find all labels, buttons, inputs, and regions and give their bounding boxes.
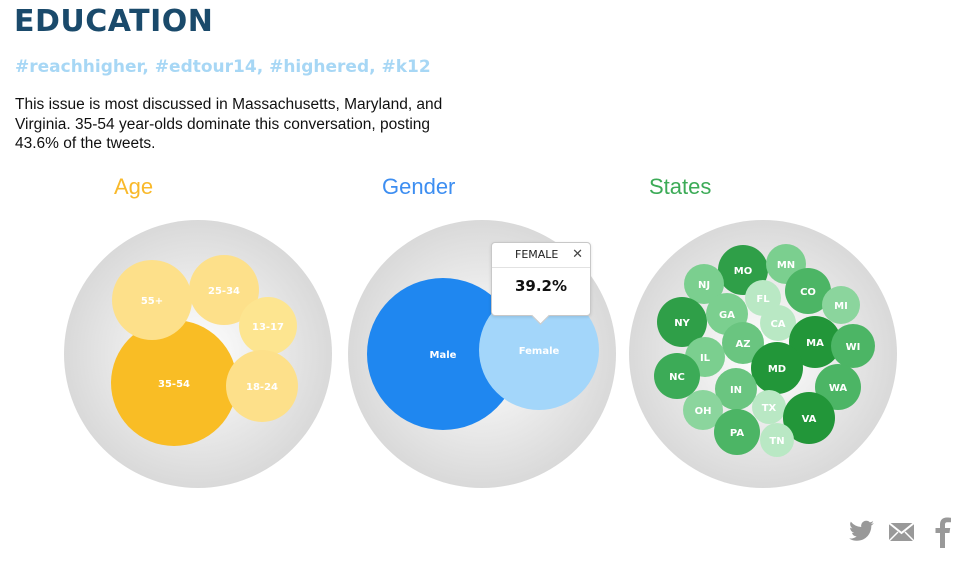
bubble-label: 25-34 (208, 286, 240, 297)
bubble-label: IL (700, 353, 711, 364)
bubble-label: VA (802, 414, 817, 425)
bubble-circle[interactable] (760, 305, 796, 341)
bubble-label: 18-24 (246, 382, 278, 393)
bubble-pa[interactable]: PA (714, 409, 760, 455)
bubble-label: NY (674, 318, 690, 329)
bubble-label: PA (730, 428, 744, 439)
bubble-label: FL (756, 294, 770, 305)
bubble-circle[interactable] (751, 342, 803, 394)
bubble-ca[interactable]: CA (760, 305, 796, 341)
states-title: States (649, 174, 712, 199)
hashtags: #reachhigher, #edtour14, #highered, #k12 (15, 57, 431, 77)
bubble-circle[interactable] (815, 364, 861, 410)
bubble-label: Female (519, 346, 560, 357)
bubble-wi[interactable]: WI (831, 324, 875, 368)
bubble-circle[interactable] (226, 350, 298, 422)
bubble-circle[interactable] (654, 353, 700, 399)
bubble-tx[interactable]: TX (752, 390, 786, 424)
bubble-female[interactable]: Female (479, 290, 599, 410)
bubble-label: TN (769, 436, 784, 447)
bubble-label: 13-17 (252, 322, 284, 333)
bubble-label: IN (730, 385, 742, 396)
states-chart: MO MN NJ FL CO MI NY GA CA AZ MA WI IL MD NC IN WA OH TX VA… (627, 218, 899, 494)
facebook-icon[interactable] (933, 516, 951, 548)
bubble-label: 55+ (141, 296, 163, 307)
bubble-in[interactable]: IN (715, 368, 757, 410)
age-title: Age (114, 174, 154, 199)
bubble-co[interactable]: CO (785, 268, 831, 314)
bubble-label: WI (846, 342, 861, 353)
bubble-circle[interactable] (112, 260, 192, 340)
bubble-circle[interactable] (189, 255, 259, 325)
bubble-18-24[interactable]: 18-24 (226, 350, 298, 422)
bubble-ny[interactable]: NY (657, 297, 707, 347)
bubble-circle[interactable] (111, 320, 237, 446)
bubble-circle[interactable] (722, 322, 764, 364)
states-bubble-svg: MO MN NJ FL CO MI NY GA CA AZ MA WI IL MD NC IN WA OH TX VA… (629, 220, 897, 488)
tooltip-header: FEMALE ✕ (492, 243, 590, 268)
email-icon[interactable] (888, 521, 915, 551)
bubble-tn[interactable]: TN (760, 423, 794, 457)
bubble-label: WA (829, 383, 848, 394)
bubble-label: CO (800, 287, 816, 298)
bubble-label: GA (719, 310, 735, 321)
bubble-label: AZ (736, 339, 751, 350)
bubble-circle[interactable] (367, 278, 519, 430)
bubble-label: MD (768, 364, 786, 375)
bubble-ma[interactable]: MA (789, 316, 841, 368)
bubble-circle[interactable] (822, 286, 860, 324)
bubble-az[interactable]: AZ (722, 322, 764, 364)
page-title: EDUCATION (14, 4, 214, 39)
age-bubble-svg: 35-54 55+ 25-34 13-17 18-24 (64, 220, 332, 488)
bubble-mi[interactable]: MI (822, 286, 860, 324)
bubble-label: NC (669, 372, 685, 383)
age-chart: 35-54 55+ 25-34 13-17 18-24 (62, 218, 334, 494)
twitter-icon[interactable] (848, 518, 875, 548)
summary-text: This issue is most discussed in Massachu… (15, 96, 443, 152)
bubble-label: MI (834, 301, 848, 312)
bubble-label: Male (430, 350, 457, 361)
bubble-label: 35-54 (158, 379, 190, 390)
bubble-label: CA (770, 319, 785, 330)
bubble-label: MN (777, 260, 795, 271)
bubble-13-17[interactable]: 13-17 (239, 297, 297, 355)
bubble-va[interactable]: VA (783, 392, 835, 444)
bubble-circle[interactable] (684, 264, 724, 304)
bubble-circle[interactable] (785, 268, 831, 314)
bubble-circle[interactable] (789, 316, 841, 368)
bubble-label: OH (695, 406, 712, 417)
close-icon[interactable]: ✕ (572, 247, 583, 262)
bubble-circle[interactable] (657, 297, 707, 347)
bubble-label: TX (762, 403, 777, 414)
tooltip-label: FEMALE (515, 248, 559, 261)
bubble-circle[interactable] (752, 390, 786, 424)
bubble-circle[interactable] (783, 392, 835, 444)
bubble-oh[interactable]: OH (683, 390, 723, 430)
bubble-circle[interactable] (715, 368, 757, 410)
female-tooltip: FEMALE ✕ 39.2% (491, 242, 591, 325)
bubble-55+[interactable]: 55+ (112, 260, 192, 340)
bubble-circle[interactable] (479, 290, 599, 410)
bubble-circle[interactable] (714, 409, 760, 455)
bubble-nj[interactable]: NJ (684, 264, 724, 304)
bubble-male[interactable]: Male (367, 278, 519, 430)
bubble-circle[interactable] (239, 297, 297, 355)
bubble-md[interactable]: MD (751, 342, 803, 394)
bubble-label: MO (734, 266, 752, 277)
bubble-nc[interactable]: NC (654, 353, 700, 399)
bubble-35-54[interactable]: 35-54 (111, 320, 237, 446)
tooltip-value: 39.2% (514, 277, 568, 295)
bubble-wa[interactable]: WA (815, 364, 861, 410)
gender-title: Gender (382, 174, 456, 199)
bubble-circle[interactable] (760, 423, 794, 457)
bubble-25-34[interactable]: 25-34 (189, 255, 259, 325)
bubble-circle[interactable] (683, 390, 723, 430)
bubble-label: MA (806, 338, 824, 349)
bubble-label: NJ (698, 280, 710, 291)
bubble-circle[interactable] (831, 324, 875, 368)
